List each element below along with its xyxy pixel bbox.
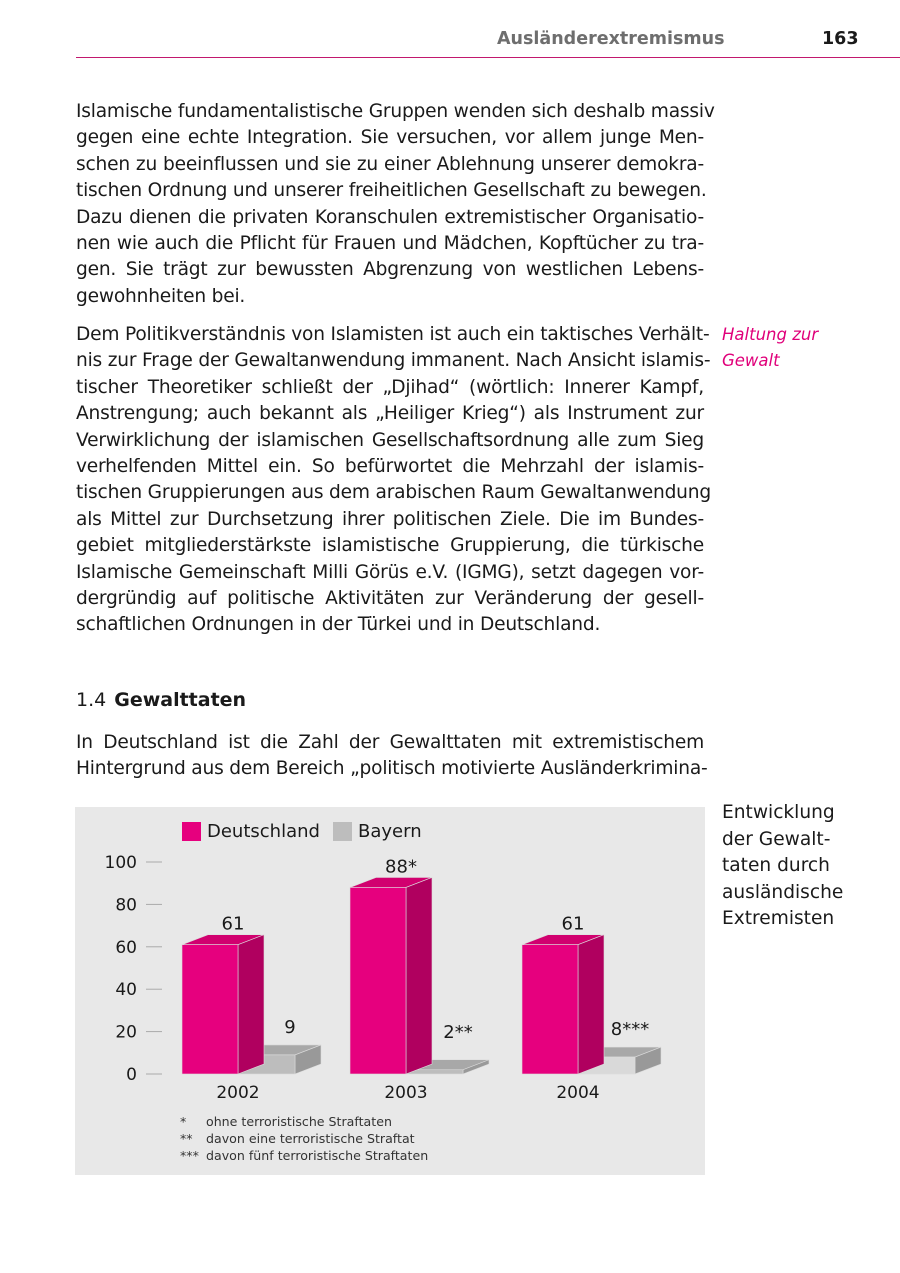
data-label-deutschland: 61 [222,914,245,935]
x-tick-label: 2002 [216,1083,259,1103]
page-number: 163 [822,29,859,49]
legend-swatch-deutschland [182,822,201,841]
header-rule [76,57,900,58]
caption-line: Extremisten [722,908,835,930]
data-label-bayern: 8*** [611,1019,649,1040]
legend-label: Bayern [358,821,422,842]
text-line: verhelfenden Mittel ein. So befürwortet … [76,456,704,478]
bar-deutschland-front [521,944,579,1075]
footnote-text: ohne terroristische Straftaten [206,1114,392,1129]
caption-line: taten durch [722,855,830,877]
data-label-bayern: 2** [443,1022,472,1043]
footnote-mark: ** [180,1131,193,1146]
caption-line: Entwicklung [722,802,835,823]
text-line: nis zur Frage der Gewaltanwendung immane… [76,350,711,372]
y-tick-label: 60 [115,938,137,958]
text-line: Hintergrund aus dem Bereich „politisch m… [76,758,708,780]
footnote-text: davon eine terroristische Straftat [206,1131,415,1146]
y-tick-label: 80 [115,895,137,915]
bar-deutschland-side [405,877,433,1075]
y-tick-label: 20 [115,1023,137,1043]
text-line: schen zu beeinflussen und sie zu einer A… [76,153,704,175]
legend-swatch-bayern [333,822,352,841]
text-line: gewohnheiten bei. [76,285,246,307]
text-line: gen. Sie trägt zur bewussten Abgrenzung … [76,259,704,281]
text-line: dergründig auf politische Aktivitäten zu… [76,588,704,610]
legend-bayern: Bayern [333,821,422,842]
running-header-title: Ausländerextremismus [497,29,725,49]
caption-line: ausländische [722,881,844,903]
paragraph-gewalttaten: In Deutschland ist die Zahl der Gewaltta… [76,730,708,783]
violence-chart: Deutschland Bayern 0 20 40 60 80 100 61 9 2002 88… [75,807,705,1175]
text-line: gegen eine echte Integration. Sie versuc… [76,127,704,149]
y-tick-label: 0 [126,1065,137,1085]
y-tick-label: 40 [115,980,137,1000]
bar-deutschland-side [237,934,265,1075]
bar-deutschland-front [181,944,239,1075]
data-label-deutschland: 88* [385,856,417,877]
footnote-text: davon fünf terroristische Straftaten [206,1148,429,1163]
text-line: tischen Ordnung und unserer freiheitlich… [76,180,707,202]
footnote: *** davon fünf terroristische Straftaten [180,1148,428,1163]
legend-label: Deutschland [207,821,320,842]
text-line: gebiet mitgliederstärkste islamistische … [76,535,704,557]
text-line: Anstrengung; auch bekannt als „Heiliger … [76,403,704,425]
footnote-mark: * [180,1114,187,1129]
margin-note-line: Gewalt [722,351,780,371]
chart-caption: Entwicklung der Gewalt- taten durch ausl… [722,800,843,933]
text-line: nen wie auch die Pflicht für Frauen und … [76,233,704,255]
paragraph-integration: Islamische fundamentalistische Gruppen w… [76,99,715,310]
bar-deutschland-front [349,887,407,1075]
text-line: Islamische Gemeinschaft Milli Görüs e.V.… [76,561,704,583]
footnote: * ohne terroristische Straftaten [180,1114,392,1129]
data-label-deutschland: 61 [562,914,585,935]
section-number: 1.4 [76,689,107,711]
caption-line: der Gewalt- [722,828,831,850]
data-label-bayern: 9 [284,1017,295,1038]
footnote: ** davon eine terroristische Straftat [180,1131,415,1146]
text-line: In Deutschland ist die Zahl der Gewaltta… [76,732,704,753]
chart-plot: 0 20 40 60 80 100 61 9 2002 88* 2** 2003 61 8*** 2004 [105,853,662,1103]
text-line: Islamische fundamentalistische Gruppen w… [76,101,715,122]
footnote-mark: *** [180,1148,199,1163]
text-line: Verwirklichung der islamischen Gesellsch… [76,429,704,451]
legend-deutschland: Deutschland [182,821,320,842]
margin-note-haltung: Haltung zur Gewalt [722,322,818,375]
text-line: Dem Politikverständnis von Islamisten is… [76,324,710,345]
y-tick-label: 100 [105,853,137,873]
text-line: schaftlichen Ordnungen in der Türkei und… [76,614,601,636]
text-line: als Mittel zur Durchsetzung ihrer politi… [76,508,704,530]
x-tick-label: 2003 [384,1083,427,1103]
bar-deutschland-side [577,934,605,1075]
paragraph-gewalt: Dem Politikverständnis von Islamisten is… [76,322,711,639]
text-line: tischen Gruppierungen aus dem arabischen… [76,482,711,504]
section-heading: 1.4 Gewalttaten [76,689,246,711]
text-line: Dazu dienen die privaten Koranschulen ex… [76,206,704,228]
section-title: Gewalttaten [114,689,247,711]
x-tick-label: 2004 [556,1083,599,1103]
margin-note-line: Haltung zur [722,325,819,344]
text-line: tischer Theoretiker schließt der „Djihad… [76,376,704,398]
